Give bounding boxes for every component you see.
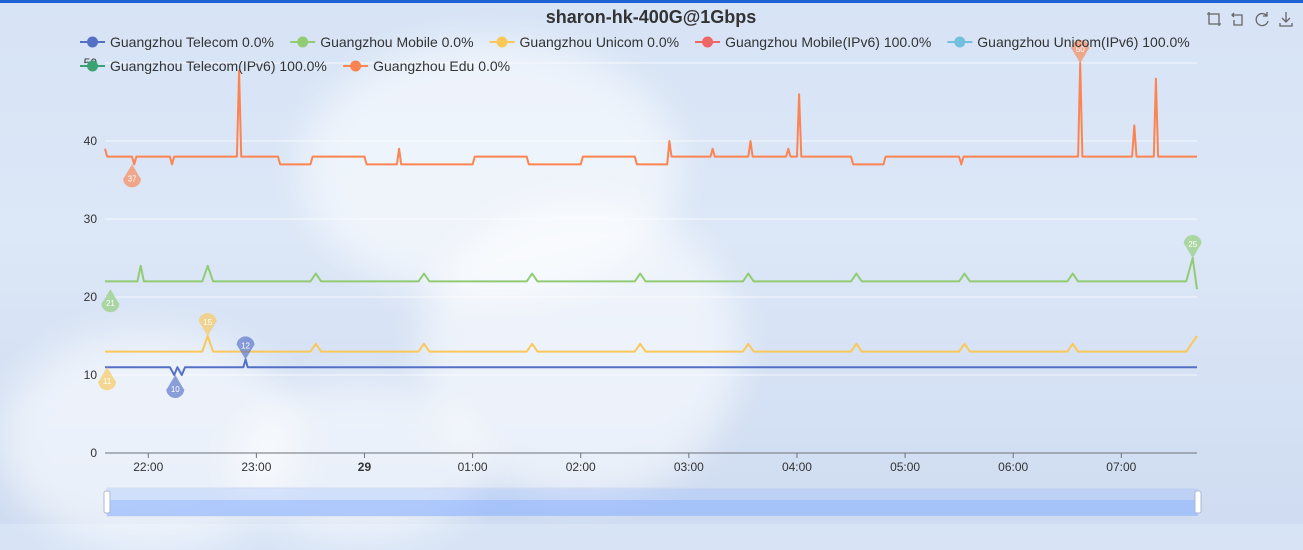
legend-label: Guangzhou Edu 0.0% — [373, 58, 510, 74]
marker-shape — [198, 313, 217, 336]
marker-label: 50 — [1076, 45, 1085, 54]
legend-label: Guangzhou Mobile(IPv6) 100.0% — [725, 34, 931, 50]
legend-label: Guangzhou Telecom 0.0% — [110, 34, 274, 50]
marker-label: 10 — [171, 385, 180, 394]
legend-item[interactable]: Guangzhou Telecom 0.0% — [80, 34, 274, 50]
legend-dot — [87, 60, 98, 72]
zoom-handle-left[interactable] — [103, 490, 111, 514]
x-tick-label: 05:00 — [890, 460, 920, 474]
x-tick-label: 01:00 — [458, 460, 488, 474]
y-tick-label: 10 — [84, 368, 98, 382]
chart-frame — [0, 0, 1303, 3]
legend-label: Guangzhou Telecom(IPv6) 100.0% — [110, 58, 327, 74]
marker-label: 15 — [203, 318, 212, 327]
x-axis: 22:00 23:00 29 01:00 02:00 03:00 04:00 05:00 06:… — [133, 453, 1137, 474]
marker-pin-min: 21 — [101, 289, 120, 313]
legend-label: Guangzhou Mobile 0.0% — [320, 34, 473, 50]
marker-label: 37 — [128, 174, 137, 183]
x-tick-label: 22:00 — [133, 460, 163, 474]
data-zoom-slider[interactable] — [103, 487, 1202, 517]
marker-pin-max: 50 — [1071, 40, 1090, 63]
x-tick-label: 02:00 — [566, 460, 596, 474]
zoom-track — [106, 487, 1199, 517]
marker-shape — [236, 336, 255, 360]
legend-item[interactable]: Guangzhou Unicom(IPv6) 100.0% — [947, 34, 1190, 50]
zoom-select-icon[interactable] — [1205, 10, 1223, 28]
y-tick-label: 30 — [84, 212, 98, 226]
toolbox — [1205, 10, 1295, 28]
legend-item[interactable]: Guangzhou Telecom(IPv6) 100.0% — [80, 58, 327, 74]
legend-dot — [702, 36, 714, 48]
marker-shape — [98, 367, 117, 391]
save-image-icon[interactable] — [1277, 10, 1295, 28]
series-line — [105, 358, 1197, 376]
line-chart: sharon-hk-400G@1Gbps 0 10 20 30 40 50 22:00 23… — [80, 7, 1202, 517]
legend-label: Guangzhou Unicom(IPv6) 100.0% — [977, 34, 1189, 50]
y-axis: 01020304050 — [84, 56, 1197, 460]
chart-title: sharon-hk-400G@1Gbps — [546, 7, 757, 27]
series-line — [105, 257, 1198, 290]
marker-pin-max: 25 — [1183, 235, 1202, 258]
marker-pin-min: 37 — [123, 164, 142, 188]
marker-shape — [101, 289, 120, 313]
legend-dot — [87, 36, 98, 48]
legend-dot — [496, 36, 508, 48]
y-tick-label: 40 — [84, 134, 98, 148]
x-tick-label: 29 — [358, 460, 372, 474]
legend-dot — [350, 60, 362, 72]
zoom-reset-icon[interactable] — [1229, 10, 1247, 28]
marker-label: 11 — [103, 377, 112, 386]
marker-label: 25 — [1188, 240, 1197, 249]
grid-lines — [105, 62, 1197, 376]
marker-pin-min: 10 — [166, 375, 185, 398]
marker-label: 12 — [241, 341, 250, 350]
marker-label: 21 — [106, 299, 115, 308]
y-tick-label: 20 — [84, 290, 98, 304]
legend[interactable]: Guangzhou Telecom 0.0% Guangzhou Mobile 0… — [80, 34, 1190, 74]
legend-dot — [297, 36, 309, 48]
series-line — [104, 62, 1197, 166]
legend-item[interactable]: Guangzhou Mobile 0.0% — [290, 34, 474, 50]
legend-item[interactable]: Guangzhou Mobile(IPv6) 100.0% — [695, 34, 931, 50]
x-tick-label: 23:00 — [241, 460, 271, 474]
legend-dot — [954, 36, 966, 48]
y-tick-label: 0 — [90, 446, 97, 460]
marker-shape — [166, 375, 185, 398]
marker-pin-max: 15 — [198, 313, 217, 336]
series-group — [104, 62, 1198, 376]
legend-item[interactable]: Guangzhou Unicom 0.0% — [489, 34, 680, 50]
restore-icon[interactable] — [1253, 10, 1271, 28]
marker-shape — [1071, 40, 1090, 63]
background-cloud — [230, 380, 490, 540]
zoom-selected-range — [107, 500, 1198, 516]
series-line — [105, 335, 1198, 353]
marker-pin-min: 11 — [98, 367, 117, 391]
marker-shape — [123, 164, 142, 188]
x-tick-label: 06:00 — [998, 460, 1028, 474]
zoom-handle-right[interactable] — [1194, 490, 1202, 514]
marker-shape — [1183, 235, 1202, 258]
legend-label: Guangzhou Unicom 0.0% — [520, 34, 680, 50]
marker-group: 10 12 21 25 11 15 37 50 — [98, 40, 1202, 398]
x-tick-label: 04:00 — [782, 460, 812, 474]
legend-item[interactable]: Guangzhou Edu 0.0% — [343, 58, 510, 74]
marker-pin-max: 12 — [236, 336, 255, 360]
x-tick-label: 03:00 — [674, 460, 704, 474]
x-tick-label: 07:00 — [1106, 460, 1136, 474]
window-top-border — [0, 0, 1303, 3]
